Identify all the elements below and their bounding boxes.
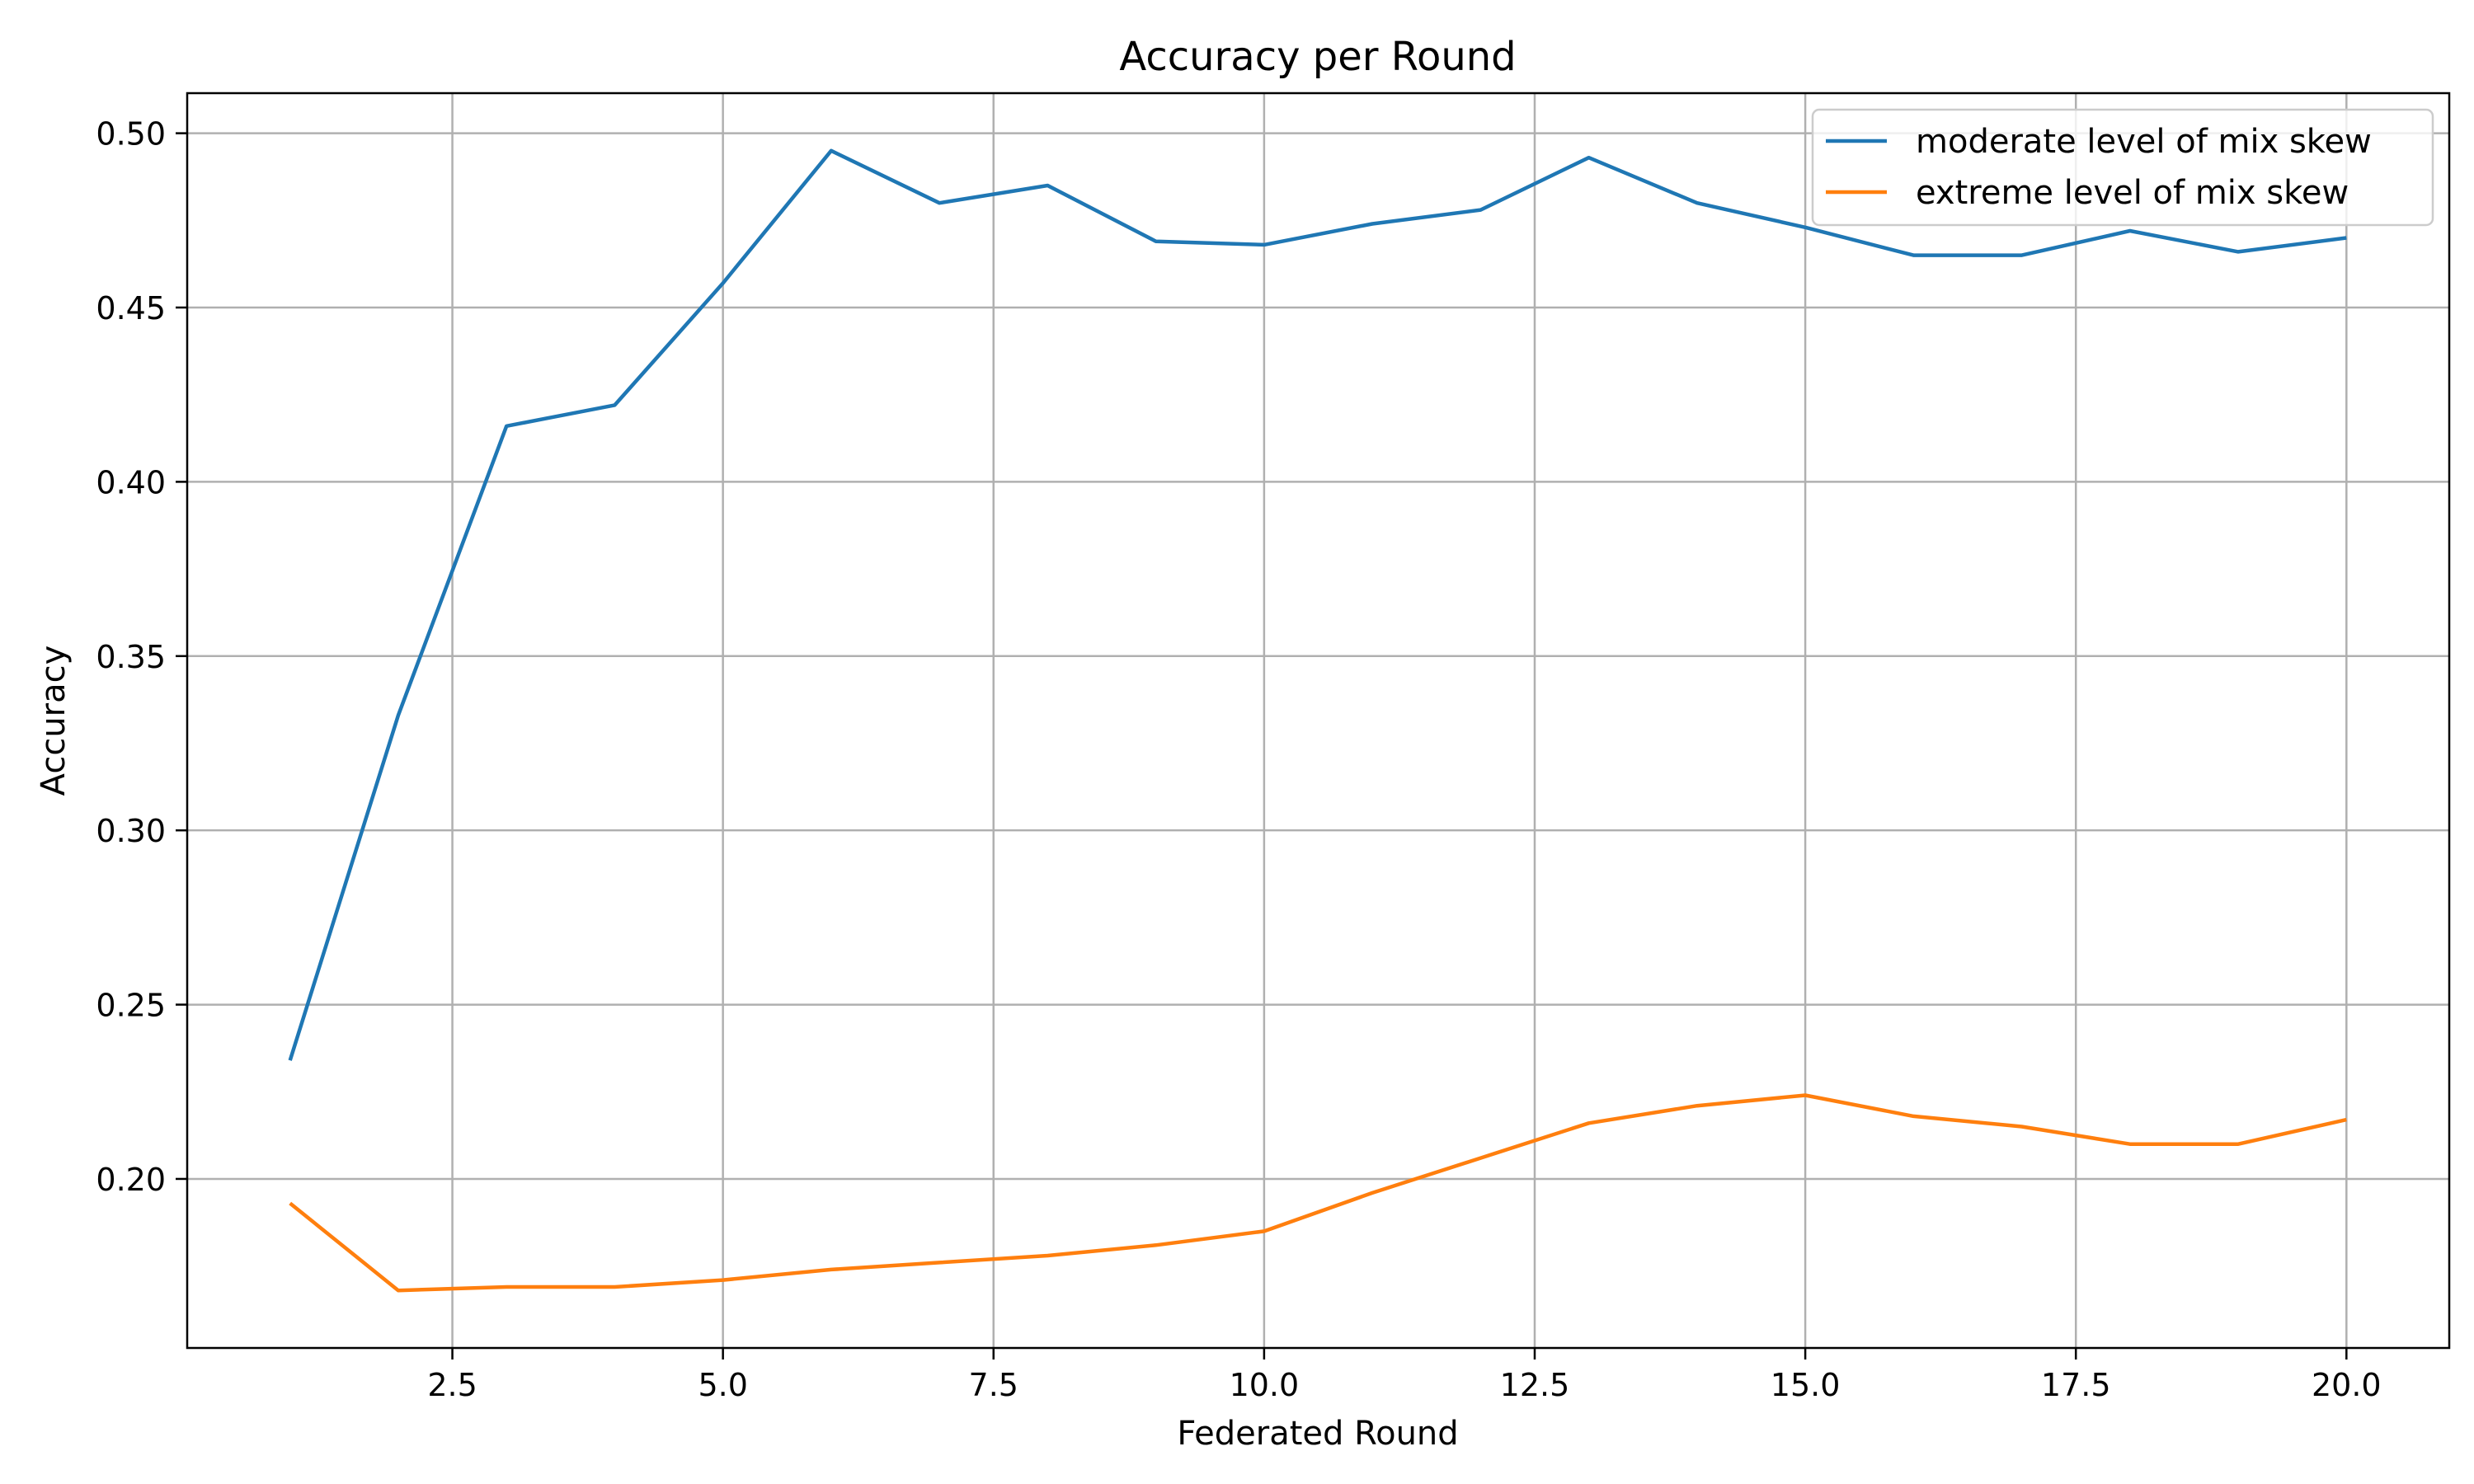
series-line-1 <box>288 148 2347 1061</box>
legend: moderate level of mix skew extreme level … <box>1811 108 2434 227</box>
x-tick-label: 12.5 <box>1500 1367 1570 1403</box>
series-line-2 <box>289 1093 2347 1293</box>
y-tick-label: 0.35 <box>96 639 166 675</box>
x-tick-label: 10.0 <box>1230 1367 1300 1403</box>
grid-lines <box>187 93 2449 1348</box>
y-tick-label: 0.25 <box>96 988 166 1024</box>
y-tick-label: 0.30 <box>96 813 166 849</box>
x-tick-label: 17.5 <box>2041 1367 2111 1403</box>
x-tick-label: 7.5 <box>969 1367 1018 1403</box>
x-tick-label: 20.0 <box>2312 1367 2382 1403</box>
x-tick-label: 5.0 <box>698 1367 747 1403</box>
y-axis-label: Accuracy <box>35 646 73 796</box>
x-tick-label: 15.0 <box>1771 1367 1841 1403</box>
y-tick-label: 0.40 <box>96 464 166 500</box>
y-tick-label: 0.45 <box>96 290 166 326</box>
legend-box <box>1811 108 2434 227</box>
y-tick-label: 0.50 <box>96 116 166 153</box>
x-tick-label: 2.5 <box>427 1367 477 1403</box>
legend-label-2: extreme level of mix skew <box>1916 174 2349 212</box>
axis-ticks: 2.5 5.0 7.5 10.0 12.5 15.0 17.5 20.0 0.20 0.25 0.3… <box>96 116 2381 1403</box>
legend-label-1: moderate level of mix skew <box>1916 123 2372 161</box>
chart-title: Accuracy per Round <box>1119 34 1516 80</box>
x-axis-label: Federated Round <box>1177 1415 1458 1453</box>
series-lines <box>288 148 2347 1293</box>
y-tick-label: 0.20 <box>96 1162 166 1198</box>
plot-frame <box>186 92 2451 1350</box>
